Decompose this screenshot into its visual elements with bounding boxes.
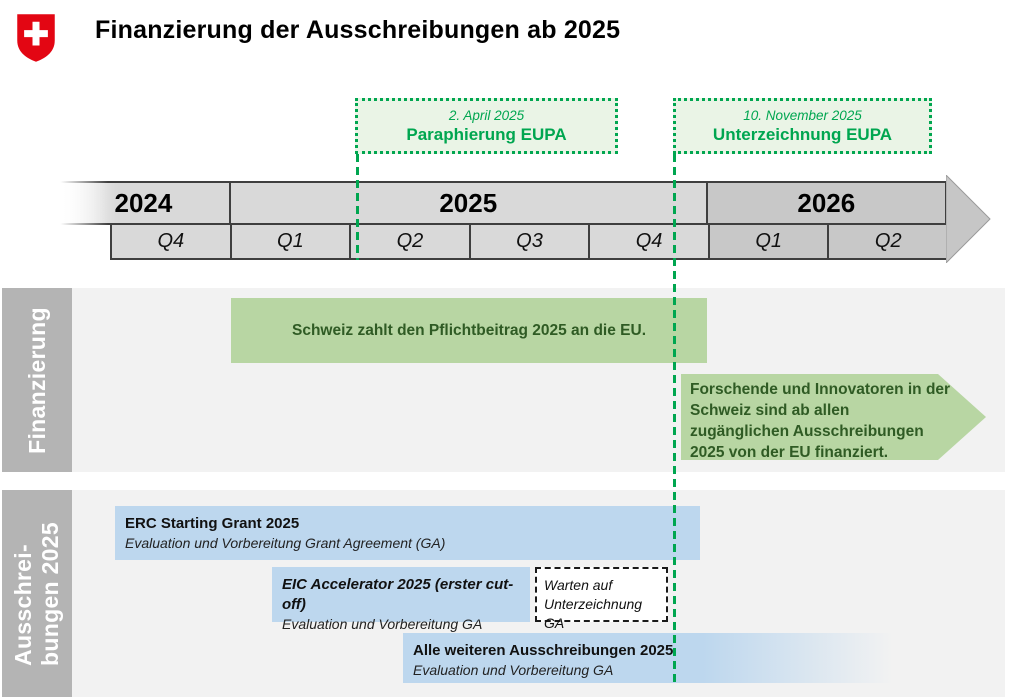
funded-arrow-text: Forschende und Innovatoren in der Schwei… (690, 381, 951, 461)
timeline-arrowhead-icon (946, 175, 991, 263)
callout-unterzeichnung-date: 10. November 2025 (743, 107, 862, 123)
unterzeichnung-date-line (673, 154, 676, 683)
ausschreibungen-label-line2: bungen 2025 (37, 521, 63, 666)
timeline-year-row: 2024 2025 2026 (58, 181, 947, 225)
page-title: Finanzierung der Ausschreibungen ab 2025 (95, 16, 621, 44)
quarter-cell: Q1 (707, 225, 828, 258)
ausschreibungen-sidebar: Ausschrei- bungen 2025 (2, 490, 72, 697)
quarter-cell: Q4 (112, 225, 230, 258)
paraphierung-date-line (356, 154, 359, 260)
quarter-cell: Q3 (468, 225, 589, 258)
year-cell-2026: 2026 (705, 183, 946, 223)
callout-unterzeichnung: 10. November 2025 Unterzeichnung EUPA (673, 98, 932, 154)
quarter-cell: Q1 (229, 225, 350, 258)
erc-starting-grant-bar: ERC Starting Grant 2025 Evaluation und V… (115, 506, 700, 560)
eic-bar-title: EIC Accelerator 2025 (erster cut-off) (282, 576, 514, 613)
erc-bar-title: ERC Starting Grant 2025 (125, 515, 300, 532)
payment-bar-text: Schweiz zahlt den Pflichtbeitrag 2025 an… (291, 321, 646, 339)
eic-accelerator-bar: EIC Accelerator 2025 (erster cut-off) Ev… (272, 567, 530, 632)
wait-box-line1: Warten auf (544, 577, 613, 593)
callout-unterzeichnung-label: Unterzeichnung EUPA (712, 124, 893, 144)
callout-paraphierung: 2. April 2025 Paraphierung EUPA (355, 98, 618, 154)
timeline-left-fade (50, 179, 108, 227)
callout-paraphierung-label: Paraphierung EUPA (406, 124, 567, 144)
finanzierung-sidebar-label: Finanzierung (23, 306, 50, 454)
quarter-cell: Q2 (349, 225, 469, 258)
alle-bar-title: Alle weiteren Ausschreibungen 2025 (413, 642, 674, 659)
wait-for-signature-box: Warten auf Unterzeichnung GA (535, 567, 668, 631)
eic-bar-subtitle: Evaluation und Vorbereitung GA (282, 616, 483, 632)
wait-box-line2: Unterzeichnung GA (544, 596, 643, 631)
year-cell-2025: 2025 (228, 183, 706, 223)
quarter-cell: Q4 (588, 225, 708, 258)
callout-paraphierung-date: 2. April 2025 (448, 107, 525, 123)
ausschreibungen-label-line1: Ausschrei- (10, 543, 36, 666)
alle-weiteren-ausschreibungen-bar: Alle weiteren Ausschreibungen 2025 Evalu… (403, 633, 903, 683)
quarter-cell: Q2 (827, 225, 948, 258)
swiss-coat-of-arms-logo (17, 14, 55, 62)
funded-arrow-shape (681, 374, 986, 460)
erc-bar-subtitle: Evaluation und Vorbereitung Grant Agreem… (125, 535, 446, 551)
payment-bar: Schweiz zahlt den Pflichtbeitrag 2025 an… (231, 298, 707, 363)
finanzierung-sidebar: Finanzierung (2, 288, 72, 472)
timeline-quarter-row: Q4 Q1 Q2 Q3 Q4 Q1 Q2 (110, 223, 949, 260)
ausschreibungen-sidebar-label: Ausschrei- bungen 2025 (10, 522, 64, 666)
alle-bar-subtitle: Evaluation und Vorbereitung GA (413, 662, 614, 678)
